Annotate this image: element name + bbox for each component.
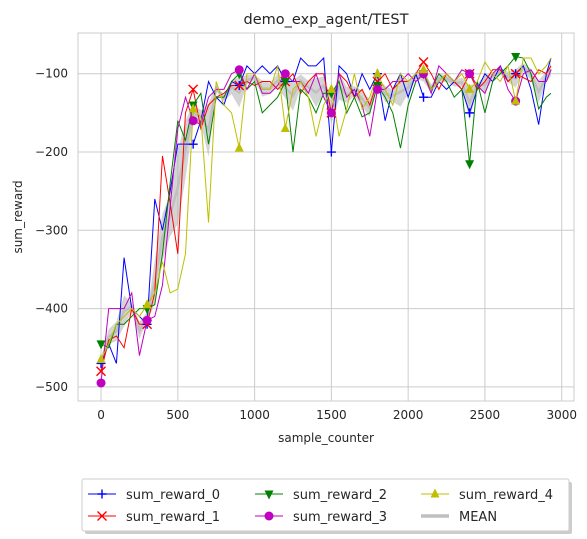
data-point-sum_reward_1 [510,68,521,79]
x-axis-label: sample_counter [278,431,374,445]
data-point-sum_reward_2 [96,340,106,350]
y-axis-label: sum_reward [11,180,25,253]
x-tick-label: 1000 [239,408,270,422]
y-tick-label: −200 [35,145,68,159]
series-markers [96,52,521,388]
legend-marker-sum_reward_2 [264,490,274,500]
legend-marker-sum_reward_4 [430,488,440,498]
data-point-sum_reward_4 [511,95,521,105]
legend-label: sum_reward_1 [126,510,220,525]
y-tick-label: −100 [35,67,68,81]
legend-marker-sum_reward_0 [97,489,107,499]
y-tick-label: −300 [35,223,68,237]
data-point-sum_reward_3 [234,65,244,75]
data-point-sum_reward_3 [142,315,152,325]
data-point-sum_reward_0 [465,108,475,118]
x-tick-label: 1500 [316,408,347,422]
legend-label: sum_reward_0 [126,488,220,503]
legend: sum_reward_0 sum_reward_1 sum_reward_2 sum_… [81,478,572,534]
data-point-sum_reward_1 [188,84,199,95]
x-tick-label: 3000 [546,408,577,422]
data-point-sum_reward_3 [188,116,198,126]
data-point-sum_reward_0 [188,139,198,149]
legend-items: sum_reward_0 sum_reward_1 sum_reward_2 sum_… [88,488,553,525]
data-point-sum_reward_0 [419,92,429,102]
legend-marker-sum_reward_1 [97,511,107,521]
series-line-sum_reward_4 [100,57,552,360]
data-point-sum_reward_4 [142,299,152,309]
legend-label: sum_reward_4 [459,488,553,503]
y-tick-label: −400 [35,302,68,316]
data-point-sum_reward_3 [465,69,475,79]
x-tick-label: 500 [166,408,189,422]
data-point-sum_reward_4 [96,354,106,364]
data-point-sum_reward_1 [96,366,107,377]
data-point-sum_reward_3 [372,84,382,94]
x-tick-label: 0 [97,408,105,422]
legend-label: sum_reward_3 [293,510,387,525]
data-point-sum_reward_2 [465,160,475,170]
data-point-sum_reward_3 [326,108,336,118]
x-tick-labels: 0 500 1000 1500 2000 2500 3000 [97,408,577,422]
data-point-sum_reward_2 [280,78,290,88]
data-point-sum_reward_3 [96,378,106,388]
data-point-sum_reward_4 [188,103,198,113]
data-point-sum_reward_4 [419,64,429,74]
data-point-sum_reward_4 [465,83,475,93]
series-lines [100,55,552,384]
legend-box [81,478,570,532]
legend-label: MEAN [459,510,497,525]
data-point-sum_reward_4 [326,83,336,93]
y-tick-label: −500 [35,380,68,394]
data-point-sum_reward_3 [280,69,290,79]
legend-marker-sum_reward_3 [264,511,274,521]
x-tick-label: 2000 [393,408,424,422]
x-tick-label: 2500 [470,408,501,422]
data-point-sum_reward_1 [418,56,429,67]
data-point-sum_reward_2 [511,52,521,62]
series-line-sum_reward_3 [100,64,552,384]
data-point-sum_reward_4 [372,68,382,78]
data-point-sum_reward_4 [280,123,290,133]
plot-frame [77,32,575,402]
legend-label: sum_reward_2 [293,488,387,503]
y-tick-labels: −500 −400 −300 −200 −100 [35,67,68,394]
chart-title: demo_exp_agent/TEST [244,12,409,28]
data-point-sum_reward_4 [234,142,244,152]
data-point-sum_reward_1 [234,80,245,91]
data-point-sum_reward_0 [326,147,336,157]
